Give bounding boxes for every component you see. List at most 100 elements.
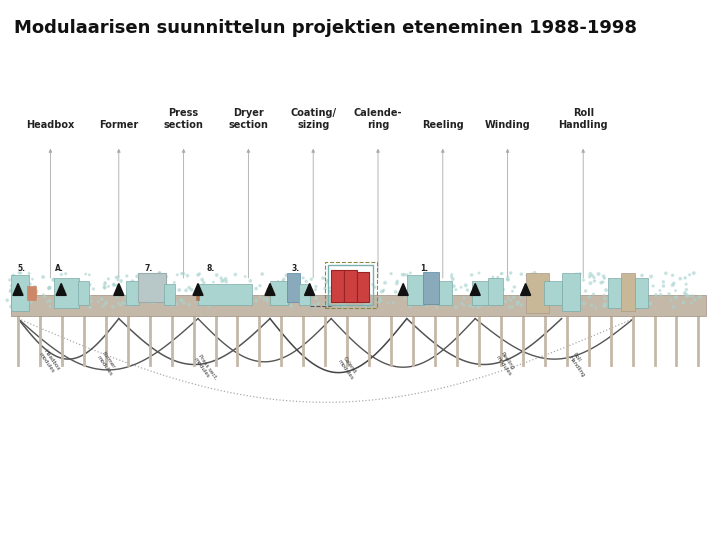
Point	[29, 282, 40, 291]
Point	[618, 272, 629, 280]
Point	[378, 286, 390, 294]
Point	[466, 271, 477, 279]
Point	[374, 296, 386, 305]
Point	[447, 275, 459, 284]
Point	[9, 281, 20, 290]
Point	[281, 271, 292, 280]
Point	[611, 291, 623, 299]
Bar	[138, 273, 166, 302]
Point	[275, 294, 287, 303]
Text: 3.: 3.	[291, 264, 300, 273]
Point	[15, 298, 27, 307]
Point	[680, 280, 692, 288]
Point	[399, 271, 410, 279]
Point	[511, 300, 523, 308]
Point	[215, 274, 227, 282]
Point	[516, 300, 527, 309]
Bar	[196, 286, 199, 300]
Point	[80, 281, 91, 290]
Point	[360, 300, 372, 308]
Point	[606, 285, 617, 293]
Point	[564, 282, 576, 291]
Bar	[608, 278, 621, 308]
Point	[302, 289, 314, 298]
Polygon shape	[521, 284, 531, 295]
Bar	[287, 273, 300, 302]
Bar	[164, 284, 175, 305]
Point	[379, 279, 391, 287]
Point	[599, 294, 611, 303]
Text: Coating/
sizing: Coating/ sizing	[290, 108, 336, 130]
Point	[204, 285, 215, 294]
Point	[620, 298, 631, 307]
Point	[608, 282, 619, 291]
Point	[404, 288, 415, 297]
Point	[15, 290, 27, 299]
Point	[207, 284, 218, 292]
Point	[297, 274, 309, 282]
Point	[557, 296, 568, 305]
Bar	[325, 262, 377, 308]
Point	[85, 297, 96, 306]
Point	[312, 299, 324, 308]
Point	[84, 280, 96, 289]
Point	[377, 287, 389, 295]
Point	[112, 275, 124, 284]
Point	[476, 301, 487, 310]
Point	[464, 301, 475, 310]
Point	[623, 274, 634, 283]
Point	[103, 274, 114, 283]
Point	[526, 270, 538, 279]
Point	[294, 289, 306, 298]
Point	[507, 287, 518, 295]
Point	[508, 293, 519, 301]
Point	[403, 287, 415, 295]
Bar	[423, 272, 439, 304]
Point	[31, 287, 42, 296]
Point	[228, 290, 240, 299]
Point	[60, 269, 71, 278]
Point	[202, 288, 213, 296]
Point	[230, 270, 241, 279]
Point	[309, 301, 320, 309]
Point	[107, 302, 119, 311]
Point	[354, 295, 366, 303]
Point	[467, 302, 478, 310]
Point	[318, 274, 329, 282]
Point	[663, 289, 675, 298]
Bar	[635, 278, 648, 308]
Point	[599, 274, 611, 282]
Point	[694, 293, 706, 301]
Polygon shape	[470, 284, 480, 295]
Point	[361, 299, 373, 308]
Text: Roll
Handling: Roll Handling	[567, 352, 590, 379]
Point	[363, 299, 374, 307]
Text: Winding: Winding	[485, 119, 531, 130]
Point	[99, 283, 110, 292]
Point	[585, 269, 596, 278]
Point	[590, 303, 602, 312]
Point	[487, 275, 498, 284]
Point	[29, 292, 40, 301]
Point	[670, 286, 681, 295]
Point	[261, 296, 273, 305]
Point	[539, 298, 551, 307]
Point	[341, 270, 353, 279]
Point	[505, 296, 517, 305]
Point	[580, 287, 591, 295]
Point	[27, 275, 38, 284]
Point	[533, 286, 544, 294]
Point	[281, 280, 292, 289]
Point	[415, 289, 426, 298]
Point	[361, 300, 373, 308]
Point	[356, 271, 368, 280]
Point	[445, 284, 456, 293]
Point	[112, 272, 124, 281]
Point	[450, 303, 462, 312]
Point	[240, 272, 251, 281]
Point	[283, 289, 294, 298]
Point	[376, 287, 387, 296]
Point	[502, 272, 513, 281]
Point	[153, 271, 165, 280]
Point	[112, 299, 124, 308]
